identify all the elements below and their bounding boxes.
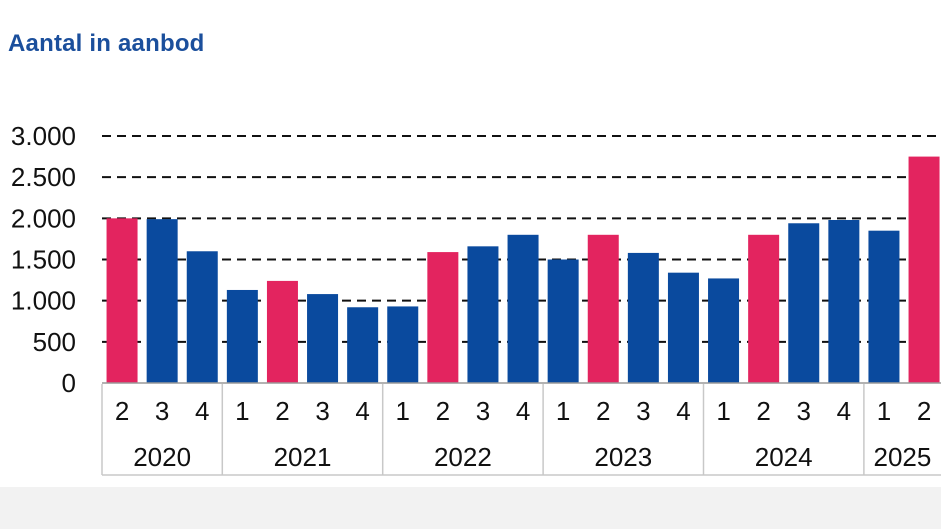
bar — [547, 259, 579, 383]
bar — [788, 223, 820, 383]
year-label: 2022 — [434, 442, 492, 472]
x-tick-label: 3 — [476, 396, 490, 426]
year-label: 2021 — [274, 442, 332, 472]
bar — [467, 246, 499, 383]
bar — [106, 218, 138, 383]
bar — [708, 278, 740, 383]
x-tick-label: 2 — [436, 396, 450, 426]
bar — [146, 219, 178, 383]
x-tick-label: 3 — [315, 396, 329, 426]
bar — [667, 272, 699, 383]
bar — [387, 306, 419, 383]
bottom-band — [0, 487, 941, 529]
x-tick-label: 4 — [195, 396, 209, 426]
bar — [186, 251, 218, 383]
y-tick-label: 1.500 — [11, 245, 76, 275]
x-tick-label: 2 — [275, 396, 289, 426]
y-tick-label: 2.500 — [11, 162, 76, 192]
bar — [507, 234, 539, 383]
x-tick-label: 4 — [516, 396, 530, 426]
y-tick-label: 500 — [33, 327, 76, 357]
x-tick-label: 4 — [676, 396, 690, 426]
bar — [226, 289, 258, 383]
x-tick-label: 2 — [917, 396, 931, 426]
bar — [347, 307, 379, 383]
bar — [627, 252, 659, 383]
bar — [748, 234, 780, 383]
y-tick-label: 0 — [62, 368, 76, 398]
x-tick-label: 1 — [235, 396, 249, 426]
x-tick-label: 4 — [355, 396, 369, 426]
year-label: 2025 — [874, 442, 932, 472]
bar — [427, 252, 459, 383]
x-tick-label: 1 — [396, 396, 410, 426]
x-tick-label: 1 — [556, 396, 570, 426]
x-tick-label: 2 — [596, 396, 610, 426]
year-label: 2024 — [755, 442, 813, 472]
bar — [266, 280, 298, 383]
x-tick-label: 1 — [716, 396, 730, 426]
x-tick-label: 4 — [837, 396, 851, 426]
x-tick-label: 2 — [756, 396, 770, 426]
y-tick-label: 2.000 — [11, 203, 76, 233]
y-tick-label: 1.000 — [11, 286, 76, 316]
bar — [307, 294, 339, 383]
x-tick-label: 1 — [877, 396, 891, 426]
year-label: 2020 — [133, 442, 191, 472]
bar — [587, 234, 619, 383]
bar — [828, 219, 860, 383]
x-tick-label: 3 — [155, 396, 169, 426]
x-tick-label: 3 — [797, 396, 811, 426]
x-tick-label: 2 — [115, 396, 129, 426]
bar — [868, 230, 900, 383]
year-label: 2023 — [594, 442, 652, 472]
bar — [908, 156, 940, 383]
x-tick-label: 3 — [636, 396, 650, 426]
chart-title: Aantal in aanbod — [8, 30, 205, 57]
y-tick-label: 3.000 — [11, 121, 76, 151]
